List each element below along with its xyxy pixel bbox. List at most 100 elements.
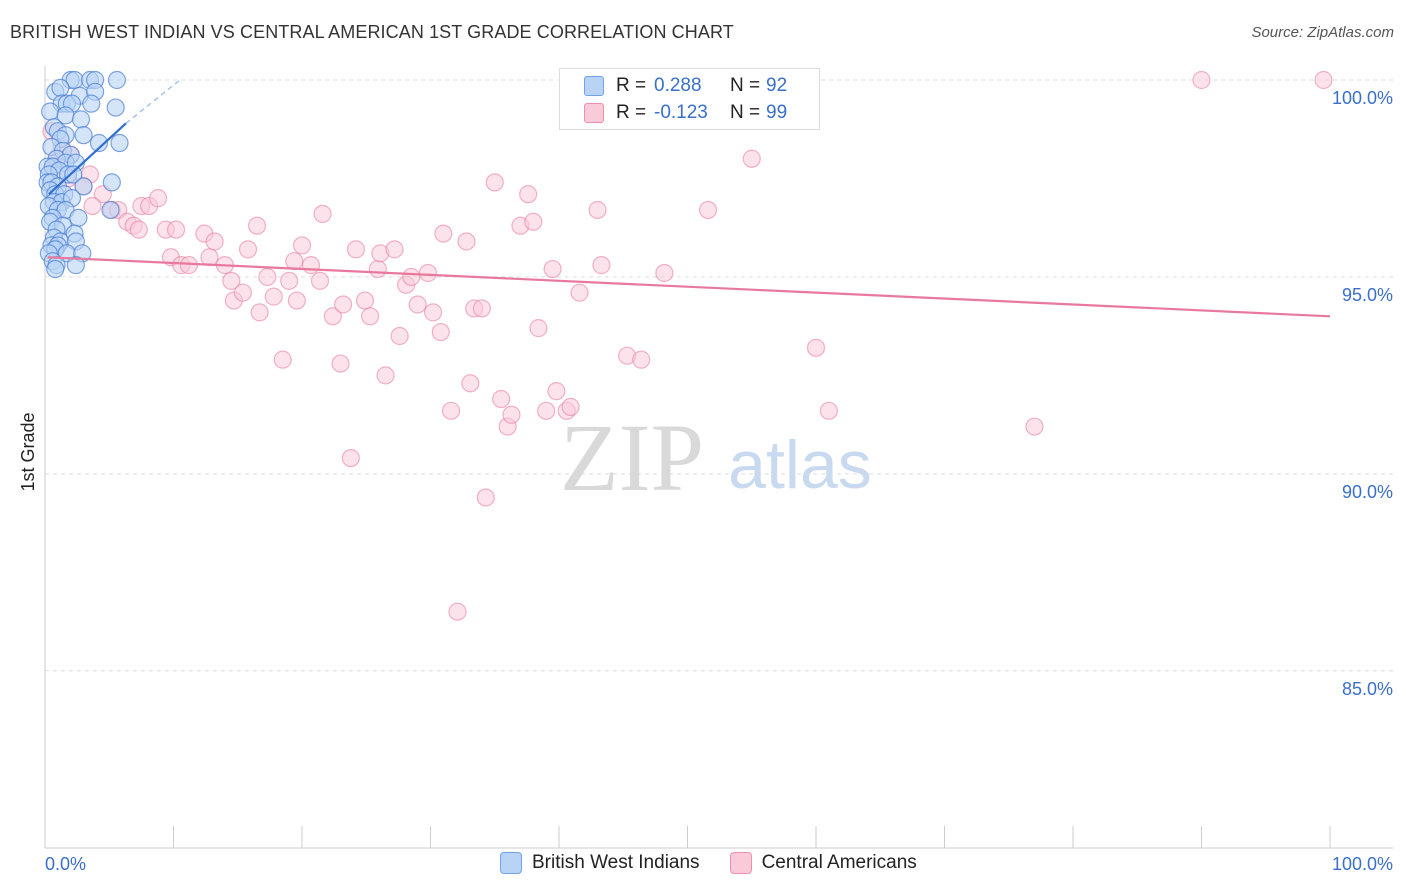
data-point <box>205 232 224 251</box>
data-point <box>74 126 93 145</box>
trend-line-british-west-indians <box>48 122 127 196</box>
data-point <box>285 252 304 271</box>
y-tick-label: 85.0% <box>1342 679 1393 699</box>
data-point <box>71 110 91 129</box>
data-point <box>588 200 607 220</box>
data-point <box>434 224 453 243</box>
data-point <box>106 98 125 117</box>
data-point <box>110 133 129 153</box>
data-point <box>148 189 168 208</box>
data-point <box>292 236 312 255</box>
axes <box>44 66 1393 849</box>
correlation-legend: R = 0.288 N = 92 R = -0.123 N = 99 <box>559 68 820 130</box>
data-point <box>592 256 611 275</box>
data-point <box>41 102 60 121</box>
data-point <box>82 94 101 113</box>
data-point <box>258 267 277 287</box>
data-point <box>448 602 467 621</box>
data-point <box>200 248 219 267</box>
legend-label: Central Americans <box>761 852 917 873</box>
data-point <box>273 350 292 369</box>
data-point <box>1314 70 1333 90</box>
data-point <box>485 173 504 192</box>
data-point <box>390 326 409 346</box>
legend-r-label: R = <box>616 75 647 96</box>
data-point <box>107 70 127 90</box>
data-point <box>66 256 85 275</box>
x-tick-label: 0.0% <box>45 854 86 874</box>
data-point <box>64 165 83 184</box>
data-point <box>334 295 353 314</box>
data-point <box>166 220 186 239</box>
legend-r-value: -0.123 <box>654 102 708 123</box>
data-point <box>341 448 360 468</box>
data-point <box>310 271 330 290</box>
data-point <box>561 397 580 416</box>
y-tick-label: 100.0% <box>1332 88 1393 108</box>
y-axis-label: 1st Grade <box>18 412 38 491</box>
data-point <box>742 149 761 168</box>
data-point <box>129 220 148 239</box>
data-point <box>418 263 438 283</box>
legend-n-value: 92 <box>766 75 788 96</box>
data-point <box>69 208 88 227</box>
x-tick-label: 100.0% <box>1332 854 1393 874</box>
chart-title: BRITISH WEST INDIAN VS CENTRAL AMERICAN … <box>10 22 734 42</box>
data-point <box>346 240 366 259</box>
data-point <box>385 240 404 259</box>
legend-swatch-blue <box>584 76 604 96</box>
data-point <box>301 256 321 275</box>
series-legend: British West Indians Central Americans <box>500 852 947 874</box>
legend-row-blue: R = 0.288 N = 92 <box>584 73 787 99</box>
legend-r-value: 0.288 <box>654 75 702 96</box>
watermark-zip: ZIP <box>560 404 704 511</box>
data-point <box>233 283 252 302</box>
legend-item-central-americans: Central Americans <box>729 852 917 874</box>
data-point <box>402 267 421 287</box>
data-point <box>543 259 562 279</box>
watermark: ZIP atlas <box>560 404 872 511</box>
legend-swatch-pink <box>584 103 604 123</box>
legend-item-british-west-indians: British West Indians <box>500 852 700 874</box>
data-point <box>461 374 480 393</box>
y-tick-label: 95.0% <box>1342 285 1393 305</box>
data-point <box>368 259 387 279</box>
data-point <box>423 303 443 322</box>
tick-labels: 85.0% 90.0% 95.0% 100.0% 0.0% 100.0% <box>45 88 1393 874</box>
data-point <box>547 382 566 401</box>
data-point <box>570 283 589 302</box>
data-point <box>806 338 826 357</box>
data-point <box>376 366 395 385</box>
data-point <box>222 271 241 290</box>
data-point <box>238 240 258 259</box>
data-point <box>655 263 674 283</box>
legend-r-label: R = <box>616 102 647 123</box>
series-british-west-indians <box>38 70 129 279</box>
data-point <box>502 405 521 424</box>
data-point <box>431 322 450 342</box>
data-point <box>323 307 342 326</box>
data-point <box>472 299 491 318</box>
trend-line-extension <box>125 79 181 124</box>
data-point <box>698 200 718 220</box>
gridlines <box>45 79 1393 672</box>
data-point <box>355 291 375 310</box>
legend-label: British West Indians <box>532 852 700 873</box>
data-point <box>361 307 380 326</box>
data-point <box>46 259 65 279</box>
data-point <box>1192 70 1211 90</box>
data-point <box>83 196 102 216</box>
data-point <box>441 401 461 420</box>
source-label: Source: ZipAtlas.com <box>1251 24 1394 41</box>
data-point <box>1025 417 1044 436</box>
data-point <box>529 319 548 338</box>
data-point <box>819 401 838 420</box>
trend-lines <box>47 79 1331 318</box>
data-point <box>287 291 306 310</box>
data-point <box>537 401 556 420</box>
data-point <box>476 488 495 507</box>
data-point <box>280 271 299 290</box>
legend-swatch-blue <box>500 852 522 874</box>
data-point <box>524 212 543 231</box>
